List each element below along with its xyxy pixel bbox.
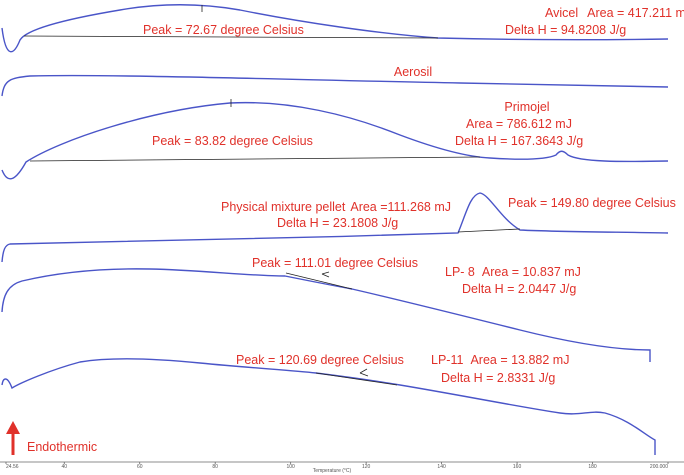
x-tick-label: 80 (212, 464, 218, 470)
endothermic-label: Endothermic (27, 440, 97, 454)
x-tick-label: 180 (588, 464, 597, 470)
label-lp8: LP- 8 Area = 10.837 mJ (445, 265, 581, 279)
x-axis-label: Temperature (°C) (313, 468, 352, 474)
x-tick-label: 40 (61, 464, 67, 470)
x-tick-label: 60 (137, 464, 143, 470)
label-primojel-peak: Peak = 83.82 degree Celsius (152, 134, 313, 148)
label-avicel-delta-h: Delta H = 94.8208 J/g (505, 23, 626, 37)
curve-lp8 (1, 268, 651, 362)
label-aerosil: Aerosil (394, 65, 432, 79)
label-avicel: Avicel Area = 417.211 mJ (545, 6, 684, 20)
peak-arrow-lp8 (321, 271, 330, 278)
x-tick-label: 100 (286, 464, 295, 470)
label-physical-mixture-peak: Peak = 149.80 degree Celsius (508, 196, 676, 210)
curve-aerosil (1, 74, 669, 97)
curve-avicel (1, 4, 669, 53)
baseline-avicel (23, 35, 439, 39)
label-avicel-peak: Peak = 72.67 degree Celsius (143, 23, 304, 37)
label-lp11-peak: Peak = 120.69 degree Celsius (236, 353, 404, 367)
x-tick-group: 24.56 40 60 80 100 120 140 160 180 200.000 (5, 462, 669, 470)
baseline-primojel (29, 156, 481, 162)
label-physical-mixture-delta-h: Delta H = 23.1808 J/g (277, 216, 398, 230)
curve-physical-mixture (1, 192, 669, 263)
label-primojel: Primojel (504, 100, 549, 114)
x-tick-label: 120 (362, 464, 371, 470)
x-tick-label: 200.000 (650, 464, 668, 470)
curve-lp11 (1, 358, 656, 455)
label-lp8-delta-h: Delta H = 2.0447 J/g (462, 282, 576, 296)
peak-arrow-lp11 (359, 368, 369, 377)
label-lp11: LP-11 Area = 13.882 mJ (431, 353, 569, 367)
label-physical-mixture: Physical mixture pellet Area =111.268 mJ (221, 200, 451, 214)
curve-primojel (1, 101, 669, 180)
label-lp11-delta-h: Delta H = 2.8331 J/g (441, 371, 555, 385)
x-tick-label: 140 (437, 464, 446, 470)
x-tick-label: 24.56 (6, 464, 19, 470)
baseline-lp11 (315, 372, 398, 386)
label-primojel-area: Area = 786.612 mJ (466, 117, 572, 131)
baseline-physical-mixture (457, 228, 521, 233)
endothermic-arrow-icon (6, 421, 20, 455)
label-lp8-peak: Peak = 111.01 degree Celsius (252, 256, 418, 270)
x-tick-label: 160 (513, 464, 522, 470)
baseline-lp8 (285, 272, 353, 290)
label-primojel-delta-h: Delta H = 167.3643 J/g (455, 134, 583, 148)
